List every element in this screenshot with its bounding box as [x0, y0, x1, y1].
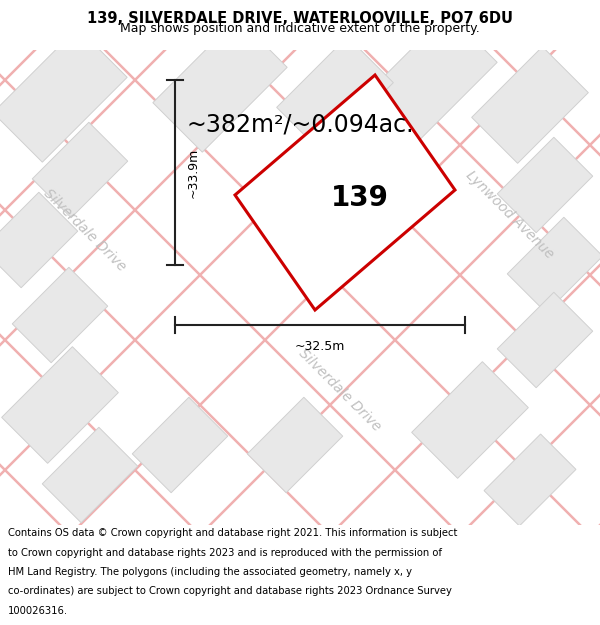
- Polygon shape: [472, 47, 589, 163]
- Text: 139, SILVERDALE DRIVE, WATERLOOVILLE, PO7 6DU: 139, SILVERDALE DRIVE, WATERLOOVILLE, PO…: [87, 11, 513, 26]
- Polygon shape: [484, 434, 576, 526]
- Text: HM Land Registry. The polygons (including the associated geometry, namely x, y: HM Land Registry. The polygons (includin…: [8, 567, 412, 577]
- Polygon shape: [132, 398, 228, 492]
- Polygon shape: [412, 362, 529, 478]
- Text: Silverdale Drive: Silverdale Drive: [296, 346, 384, 434]
- Polygon shape: [247, 398, 343, 492]
- Polygon shape: [153, 18, 287, 152]
- Polygon shape: [363, 13, 497, 147]
- Text: to Crown copyright and database rights 2023 and is reproduced with the permissio: to Crown copyright and database rights 2…: [8, 548, 442, 558]
- Polygon shape: [2, 347, 118, 463]
- Polygon shape: [32, 122, 128, 218]
- Polygon shape: [507, 217, 600, 312]
- Polygon shape: [497, 138, 593, 232]
- Polygon shape: [42, 428, 138, 522]
- Text: co-ordinates) are subject to Crown copyright and database rights 2023 Ordnance S: co-ordinates) are subject to Crown copyr…: [8, 586, 452, 596]
- Text: ~32.5m: ~32.5m: [295, 340, 345, 353]
- Text: Map shows position and indicative extent of the property.: Map shows position and indicative extent…: [120, 22, 480, 35]
- Text: ~33.9m: ~33.9m: [187, 148, 200, 198]
- Text: 139: 139: [331, 184, 389, 211]
- Polygon shape: [0, 192, 78, 288]
- Text: ~382m²/~0.094ac.: ~382m²/~0.094ac.: [186, 113, 414, 137]
- Polygon shape: [497, 292, 593, 388]
- Polygon shape: [12, 268, 108, 362]
- Text: 100026316.: 100026316.: [8, 606, 68, 616]
- Polygon shape: [277, 37, 394, 153]
- Text: Lynwood Avenue: Lynwood Avenue: [463, 168, 557, 262]
- Polygon shape: [0, 28, 127, 162]
- Text: Contains OS data © Crown copyright and database right 2021. This information is : Contains OS data © Crown copyright and d…: [8, 528, 457, 538]
- Text: Silverdale Drive: Silverdale Drive: [41, 186, 129, 274]
- Polygon shape: [235, 75, 455, 310]
